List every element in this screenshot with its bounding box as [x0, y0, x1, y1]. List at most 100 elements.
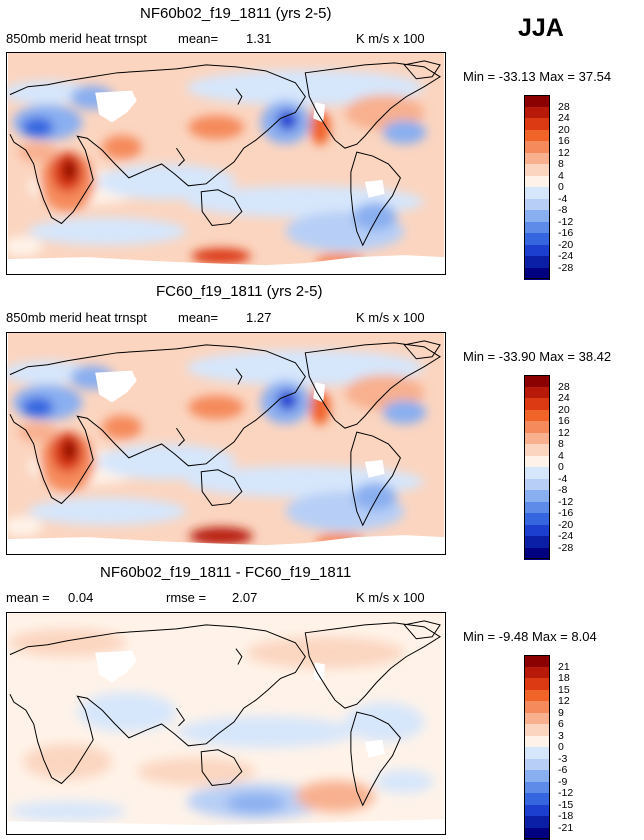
panel2-minmax: Min = -33.90 Max = 38.42 — [463, 349, 612, 364]
colorbar-tick-label: 8 — [558, 438, 564, 450]
colorbar-swatch — [524, 724, 550, 736]
colorbar-swatch — [524, 655, 550, 667]
colorbar-tick-label: 4 — [558, 169, 564, 182]
colorbar-tick-label: 3 — [558, 729, 564, 742]
colorbar-swatch — [524, 781, 550, 794]
panel2-variable-label: 850mb merid heat trnspt — [6, 310, 147, 325]
panel1-units: K m/s x 100 — [356, 31, 425, 46]
panel3-map — [6, 612, 446, 835]
colorbar-swatch — [524, 267, 550, 280]
colorbar-swatch — [524, 256, 550, 268]
colorbar-tick-label: -20 — [558, 238, 574, 251]
colorbar-swatch — [524, 689, 550, 702]
colorbar-swatch — [524, 398, 550, 410]
colorbar-tick-label: 12 — [558, 426, 570, 439]
colorbar-swatch — [524, 513, 550, 525]
colorbar-swatch — [524, 712, 550, 725]
colorbar-swatch — [524, 409, 550, 422]
panel2-title: FC60_f19_1811 (yrs 2-5) — [156, 283, 323, 300]
colorbar-tick-label: 24 — [558, 392, 570, 404]
colorbar-tick-label: -6 — [558, 764, 568, 776]
colorbar-tick-label: -4 — [558, 192, 568, 205]
colorbar-tick-label: 20 — [558, 403, 570, 416]
colorbar-swatch — [524, 816, 550, 828]
panel1-map — [6, 52, 446, 275]
colorbar-swatch — [524, 386, 550, 399]
colorbar-swatch — [524, 95, 550, 107]
colorbar-tick-label: -12 — [558, 215, 574, 228]
colorbar-swatch — [524, 747, 550, 759]
colorbar-swatch — [524, 536, 550, 548]
colorbar-tick-label: 8 — [558, 158, 564, 170]
colorbar-tick-label: -28 — [558, 261, 574, 274]
colorbar-tick-label: 18 — [558, 672, 570, 684]
colorbar-tick-label: -20 — [558, 518, 574, 531]
colorbar-swatch — [524, 758, 550, 771]
colorbar-swatch — [524, 421, 550, 433]
colorbar-swatch — [524, 735, 550, 748]
colorbar-swatch — [524, 478, 550, 491]
colorbar-tick-label: 6 — [558, 718, 564, 730]
colorbar-tick-label: -4 — [558, 472, 568, 485]
colorbar-tick-label: -21 — [558, 821, 574, 834]
colorbar-swatch — [524, 233, 550, 245]
colorbar-tick-label: 9 — [558, 706, 564, 719]
colorbar-tick-label: -16 — [558, 227, 574, 239]
panel2-mean-value: 1.27 — [246, 310, 272, 325]
colorbar-swatch — [524, 187, 550, 199]
panel3-minmax: Min = -9.48 Max = 8.04 — [463, 629, 597, 644]
colorbar-swatch — [524, 827, 550, 840]
colorbar-swatch — [524, 524, 550, 537]
colorbar-tick-label: 24 — [558, 112, 570, 124]
colorbar-tick-label: 21 — [558, 660, 570, 673]
colorbar-tick-label: 16 — [558, 135, 570, 147]
colorbar-tick-label: -24 — [558, 250, 574, 262]
colorbar-tick-label: -24 — [558, 530, 574, 542]
colorbar-swatch — [524, 175, 550, 188]
panel2-mean-label: mean= — [178, 310, 219, 325]
panel1-variable-label: 850mb merid heat trnspt — [6, 31, 147, 46]
colorbar-tick-label: -9 — [558, 775, 568, 788]
colorbar-swatch — [524, 152, 550, 165]
colorbar-swatch — [524, 490, 550, 502]
colorbar-tick-label: 20 — [558, 123, 570, 136]
colorbar-swatch — [524, 455, 550, 468]
colorbar-tick-label: 4 — [558, 449, 564, 462]
colorbar-swatch — [524, 210, 550, 222]
panel1-title: NF60b02_f19_1811 (yrs 2-5) — [140, 5, 332, 22]
colorbar-tick-label: 16 — [558, 415, 570, 427]
colorbar-swatch — [524, 793, 550, 805]
colorbar-swatch — [524, 106, 550, 119]
panel3-units: K m/s x 100 — [356, 590, 425, 605]
panel3-mean-label: mean = — [6, 590, 50, 605]
colorbar-swatch — [524, 678, 550, 690]
panel3-rmse-value: 2.07 — [232, 590, 258, 605]
colorbar-swatch — [524, 221, 550, 234]
colorbar-tick-label: -12 — [558, 495, 574, 508]
colorbar-tick-label: -15 — [558, 798, 574, 811]
colorbar-swatch — [524, 770, 550, 782]
panel3-title: NF60b02_f19_1811 - FC60_f19_1811 — [100, 564, 352, 581]
colorbar-swatch — [524, 804, 550, 817]
colorbar-tick-label: -3 — [558, 752, 568, 765]
colorbar-tick-label: -8 — [558, 204, 568, 216]
colorbar-swatch — [524, 164, 550, 176]
panel1-minmax: Min = -33.13 Max = 37.54 — [463, 69, 612, 84]
colorbar-swatch — [524, 432, 550, 445]
colorbar-swatch — [524, 141, 550, 153]
colorbar-swatch — [524, 198, 550, 211]
colorbar-swatch — [524, 118, 550, 130]
panel1-mean-label: mean= — [178, 31, 219, 46]
colorbar-swatch — [524, 467, 550, 479]
colorbar-tick-label: 28 — [558, 100, 570, 113]
panel2-map — [6, 332, 446, 555]
colorbar-tick-label: 0 — [558, 741, 564, 753]
colorbar-swatch — [524, 666, 550, 679]
colorbar-swatch — [524, 547, 550, 560]
colorbar-tick-label: -8 — [558, 484, 568, 496]
colorbar-swatch — [524, 244, 550, 257]
colorbar-swatch — [524, 444, 550, 456]
colorbar-tick-label: -16 — [558, 507, 574, 519]
colorbar-tick-label: 12 — [558, 146, 570, 159]
colorbar-tick-label: -18 — [558, 810, 574, 822]
